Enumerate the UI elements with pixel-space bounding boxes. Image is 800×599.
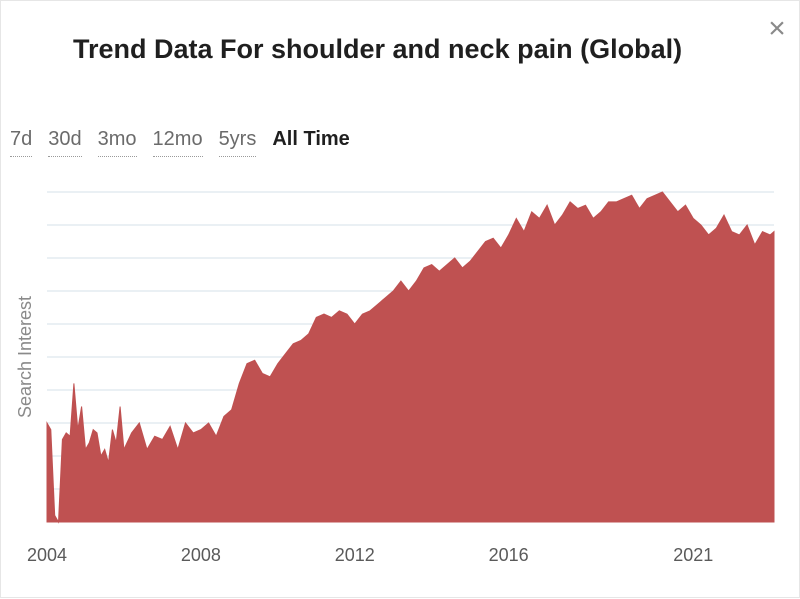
x-tick-label: 2021 (673, 545, 713, 565)
x-tick-label: 2012 (335, 545, 375, 565)
x-tick-label: 2004 (27, 545, 67, 565)
range-12mo[interactable]: 12mo (152, 127, 203, 157)
range-5yrs[interactable]: 5yrs (218, 127, 257, 157)
range-30d[interactable]: 30d (48, 127, 82, 157)
series-area-0 (46, 191, 775, 524)
y-axis-label: Search Interest (15, 296, 35, 418)
range-7d[interactable]: 7d (10, 127, 33, 157)
close-icon[interactable]: × (768, 12, 786, 45)
time-range-selector: 7d 30d 3mo 12mo 5yrs All Time (10, 127, 366, 157)
x-tick-label: 2016 (489, 545, 529, 565)
page-title: Trend Data For shoulder and neck pain (G… (73, 34, 683, 64)
x-tick-label: 2008 (181, 545, 221, 565)
range-all-time[interactable]: All Time (272, 128, 350, 150)
range-3mo[interactable]: 3mo (97, 127, 137, 157)
